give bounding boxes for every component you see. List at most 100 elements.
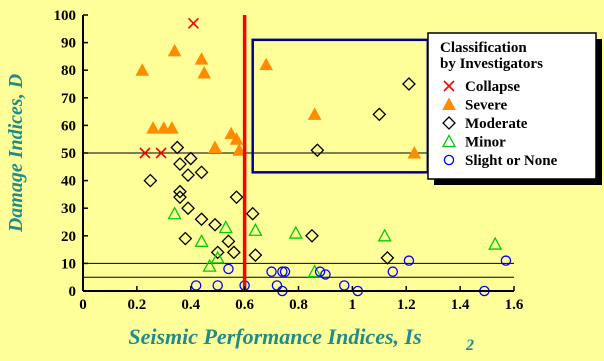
point-moderate-7 bbox=[194, 165, 209, 180]
point-minor-5 bbox=[248, 222, 263, 236]
y-tick-label-1: 10 bbox=[61, 256, 76, 272]
x-tick-label-8: 1.6 bbox=[505, 297, 524, 313]
point-severe-2 bbox=[194, 52, 209, 65]
y-tick-label-3: 30 bbox=[61, 201, 76, 217]
point-slight-or-none-11 bbox=[339, 280, 350, 291]
point-severe-9 bbox=[229, 132, 244, 145]
point-severe-0 bbox=[135, 63, 150, 76]
point-collapse-2 bbox=[155, 147, 167, 159]
point-minor-1 bbox=[194, 233, 209, 247]
point-minor-3 bbox=[210, 250, 225, 264]
point-moderate-18 bbox=[305, 228, 319, 243]
point-slight-or-none-2 bbox=[223, 263, 234, 275]
x-axis-title-subscript: 2 bbox=[465, 337, 474, 354]
point-slight-or-none-1 bbox=[212, 280, 223, 291]
legend-marker-collapse bbox=[443, 80, 455, 92]
point-moderate-12 bbox=[210, 245, 225, 260]
point-minor-9 bbox=[488, 236, 503, 250]
legend-label-slight-or-none: Slight or None bbox=[465, 153, 558, 169]
point-severe-6 bbox=[165, 121, 179, 134]
legend-label-minor: Minor bbox=[465, 135, 506, 151]
point-moderate-1 bbox=[170, 140, 185, 155]
point-moderate-0 bbox=[143, 173, 158, 188]
legend-marker-severe bbox=[442, 97, 456, 110]
point-severe-11 bbox=[259, 57, 274, 71]
point-moderate-4 bbox=[173, 190, 187, 205]
x-tick-label-3: 0.6 bbox=[235, 297, 254, 313]
point-slight-or-none-14 bbox=[403, 255, 415, 266]
x-tick-label-4: 0.8 bbox=[289, 297, 308, 313]
point-minor-2 bbox=[202, 258, 217, 272]
y-tick-label-9: 90 bbox=[61, 36, 76, 52]
point-moderate-3 bbox=[173, 184, 187, 199]
legend-label-moderate: Moderate bbox=[465, 116, 528, 132]
point-moderate-8 bbox=[181, 201, 195, 216]
y-axis-title-group: Damage Indices, D bbox=[5, 74, 27, 233]
point-moderate-16 bbox=[245, 206, 260, 221]
x-tick-label-2: 0.4 bbox=[181, 297, 200, 313]
x-tick-label-7: 1.4 bbox=[451, 297, 470, 313]
point-severe-1 bbox=[167, 43, 182, 57]
point-severe-7 bbox=[208, 140, 222, 153]
point-slight-or-none-7 bbox=[277, 266, 288, 277]
point-collapse-1 bbox=[139, 147, 151, 159]
point-slight-or-none-9 bbox=[314, 266, 326, 277]
y-tick-label-0: 0 bbox=[69, 284, 77, 300]
y-tick-label-10: 100 bbox=[54, 8, 77, 24]
highlight-box bbox=[251, 38, 430, 174]
x-tick-label-6: 1.2 bbox=[397, 297, 416, 313]
point-moderate-22 bbox=[402, 77, 416, 91]
point-moderate-17 bbox=[248, 248, 263, 263]
point-moderate-10 bbox=[194, 212, 209, 227]
point-severe-10 bbox=[232, 143, 247, 156]
point-slight-or-none-8 bbox=[279, 266, 291, 277]
point-moderate-20 bbox=[372, 107, 387, 122]
legend-label-severe: Severe bbox=[465, 98, 508, 114]
x-axis-title: Seismic Performance Indices, Is bbox=[128, 324, 421, 349]
point-moderate-9 bbox=[178, 231, 193, 246]
point-slight-or-none-5 bbox=[271, 280, 283, 291]
point-minor-6 bbox=[288, 225, 303, 239]
point-severe-5 bbox=[156, 121, 171, 134]
y-tick-label-6: 60 bbox=[61, 118, 76, 134]
point-moderate-6 bbox=[181, 168, 195, 182]
legend-title-line-1: by Investigators bbox=[440, 56, 543, 72]
point-moderate-2 bbox=[173, 157, 187, 171]
legend-marker-minor bbox=[441, 134, 457, 148]
point-slight-or-none-10 bbox=[320, 269, 331, 280]
point-minor-7 bbox=[307, 264, 322, 278]
legend-marker-slight-or-none bbox=[443, 154, 455, 166]
x-tick-label-0: 0 bbox=[79, 297, 87, 313]
point-severe-4 bbox=[146, 121, 160, 134]
point-severe-8 bbox=[224, 126, 238, 140]
point-moderate-15 bbox=[229, 190, 244, 205]
point-minor-8 bbox=[377, 228, 392, 242]
point-slight-or-none-16 bbox=[500, 255, 512, 266]
point-moderate-19 bbox=[310, 143, 325, 158]
point-minor-0 bbox=[167, 206, 182, 220]
point-collapse-0 bbox=[187, 17, 200, 29]
x-tick-label-1: 0.2 bbox=[128, 297, 147, 313]
point-moderate-13 bbox=[221, 234, 236, 249]
y-axis-title: Damage Indices, D bbox=[5, 74, 27, 233]
point-moderate-21 bbox=[380, 250, 395, 265]
y-tick-label-8: 80 bbox=[61, 63, 76, 79]
legend-box bbox=[427, 32, 597, 180]
legend-title-line-0: Classification bbox=[440, 40, 527, 56]
y-tick-label-2: 20 bbox=[61, 229, 76, 245]
point-slight-or-none-0 bbox=[190, 280, 202, 291]
point-moderate-11 bbox=[208, 217, 222, 232]
point-slight-or-none-4 bbox=[266, 266, 277, 277]
point-minor-4 bbox=[218, 220, 233, 234]
point-slight-or-none-13 bbox=[387, 266, 399, 277]
point-severe-13 bbox=[407, 145, 422, 159]
point-severe-12 bbox=[307, 107, 322, 120]
y-tick-label-5: 50 bbox=[61, 146, 76, 162]
y-tick-label-4: 40 bbox=[61, 174, 76, 190]
legend-label-collapse: Collapse bbox=[465, 79, 520, 95]
point-severe-3 bbox=[197, 65, 212, 79]
legend-marker-moderate bbox=[442, 116, 456, 130]
